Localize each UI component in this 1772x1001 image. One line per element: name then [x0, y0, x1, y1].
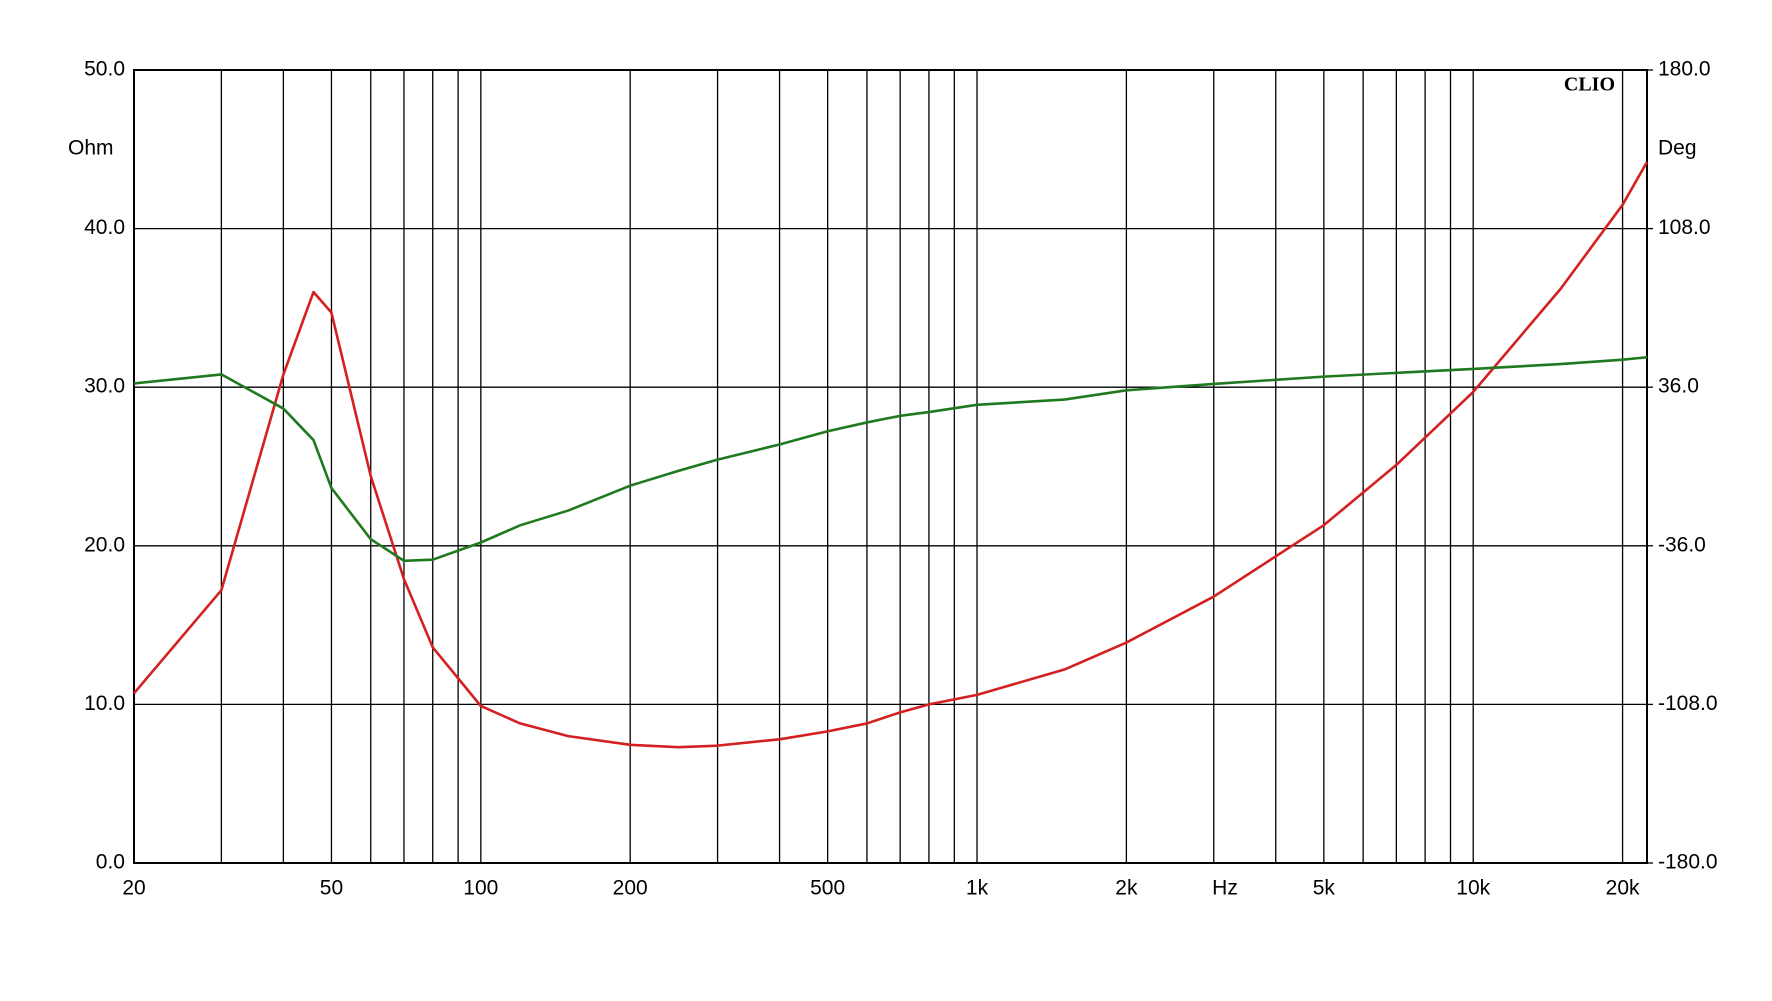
y2-tick-label: -36.0	[1658, 533, 1706, 556]
curve	[133, 161, 1649, 749]
y-tick-label: 0.0	[96, 851, 125, 874]
y2-tick-label: 108.0	[1658, 216, 1711, 239]
x-tick-label: 5k	[1313, 877, 1336, 900]
y2-tick-label: 36.0	[1658, 375, 1699, 398]
brand: CLIO	[1564, 74, 1615, 96]
x-tick-label: 20k	[1606, 877, 1640, 900]
y-tick-label: 50.0	[84, 58, 125, 81]
x-tick-label: 500	[810, 877, 845, 900]
y-tick-label: 20.0	[84, 533, 125, 556]
x-tick-label: 100	[463, 877, 498, 900]
y-tick-label: 40.0	[84, 216, 125, 239]
y-axis-label: Ohm	[68, 137, 114, 160]
x-axis-label: Hz	[1212, 877, 1238, 900]
x-tick-label: 10k	[1456, 877, 1490, 900]
plot-frame	[133, 69, 1648, 864]
y2-tick-label: 180.0	[1658, 58, 1711, 81]
x-tick-label: 20	[122, 877, 145, 900]
y2-tick-label: -108.0	[1658, 692, 1718, 715]
y2-tick-label: -180.0	[1658, 851, 1718, 874]
x-tick-label: 1k	[966, 877, 989, 900]
y-tick-label: 10.0	[84, 692, 125, 715]
y2-axis-label: Deg	[1658, 137, 1697, 160]
curve	[133, 355, 1648, 563]
y-tick-label: 30.0	[84, 375, 125, 398]
x-tick-label: 50	[320, 877, 343, 900]
x-tick-label: 200	[613, 877, 648, 900]
x-tick-label: 2k	[1115, 877, 1138, 900]
